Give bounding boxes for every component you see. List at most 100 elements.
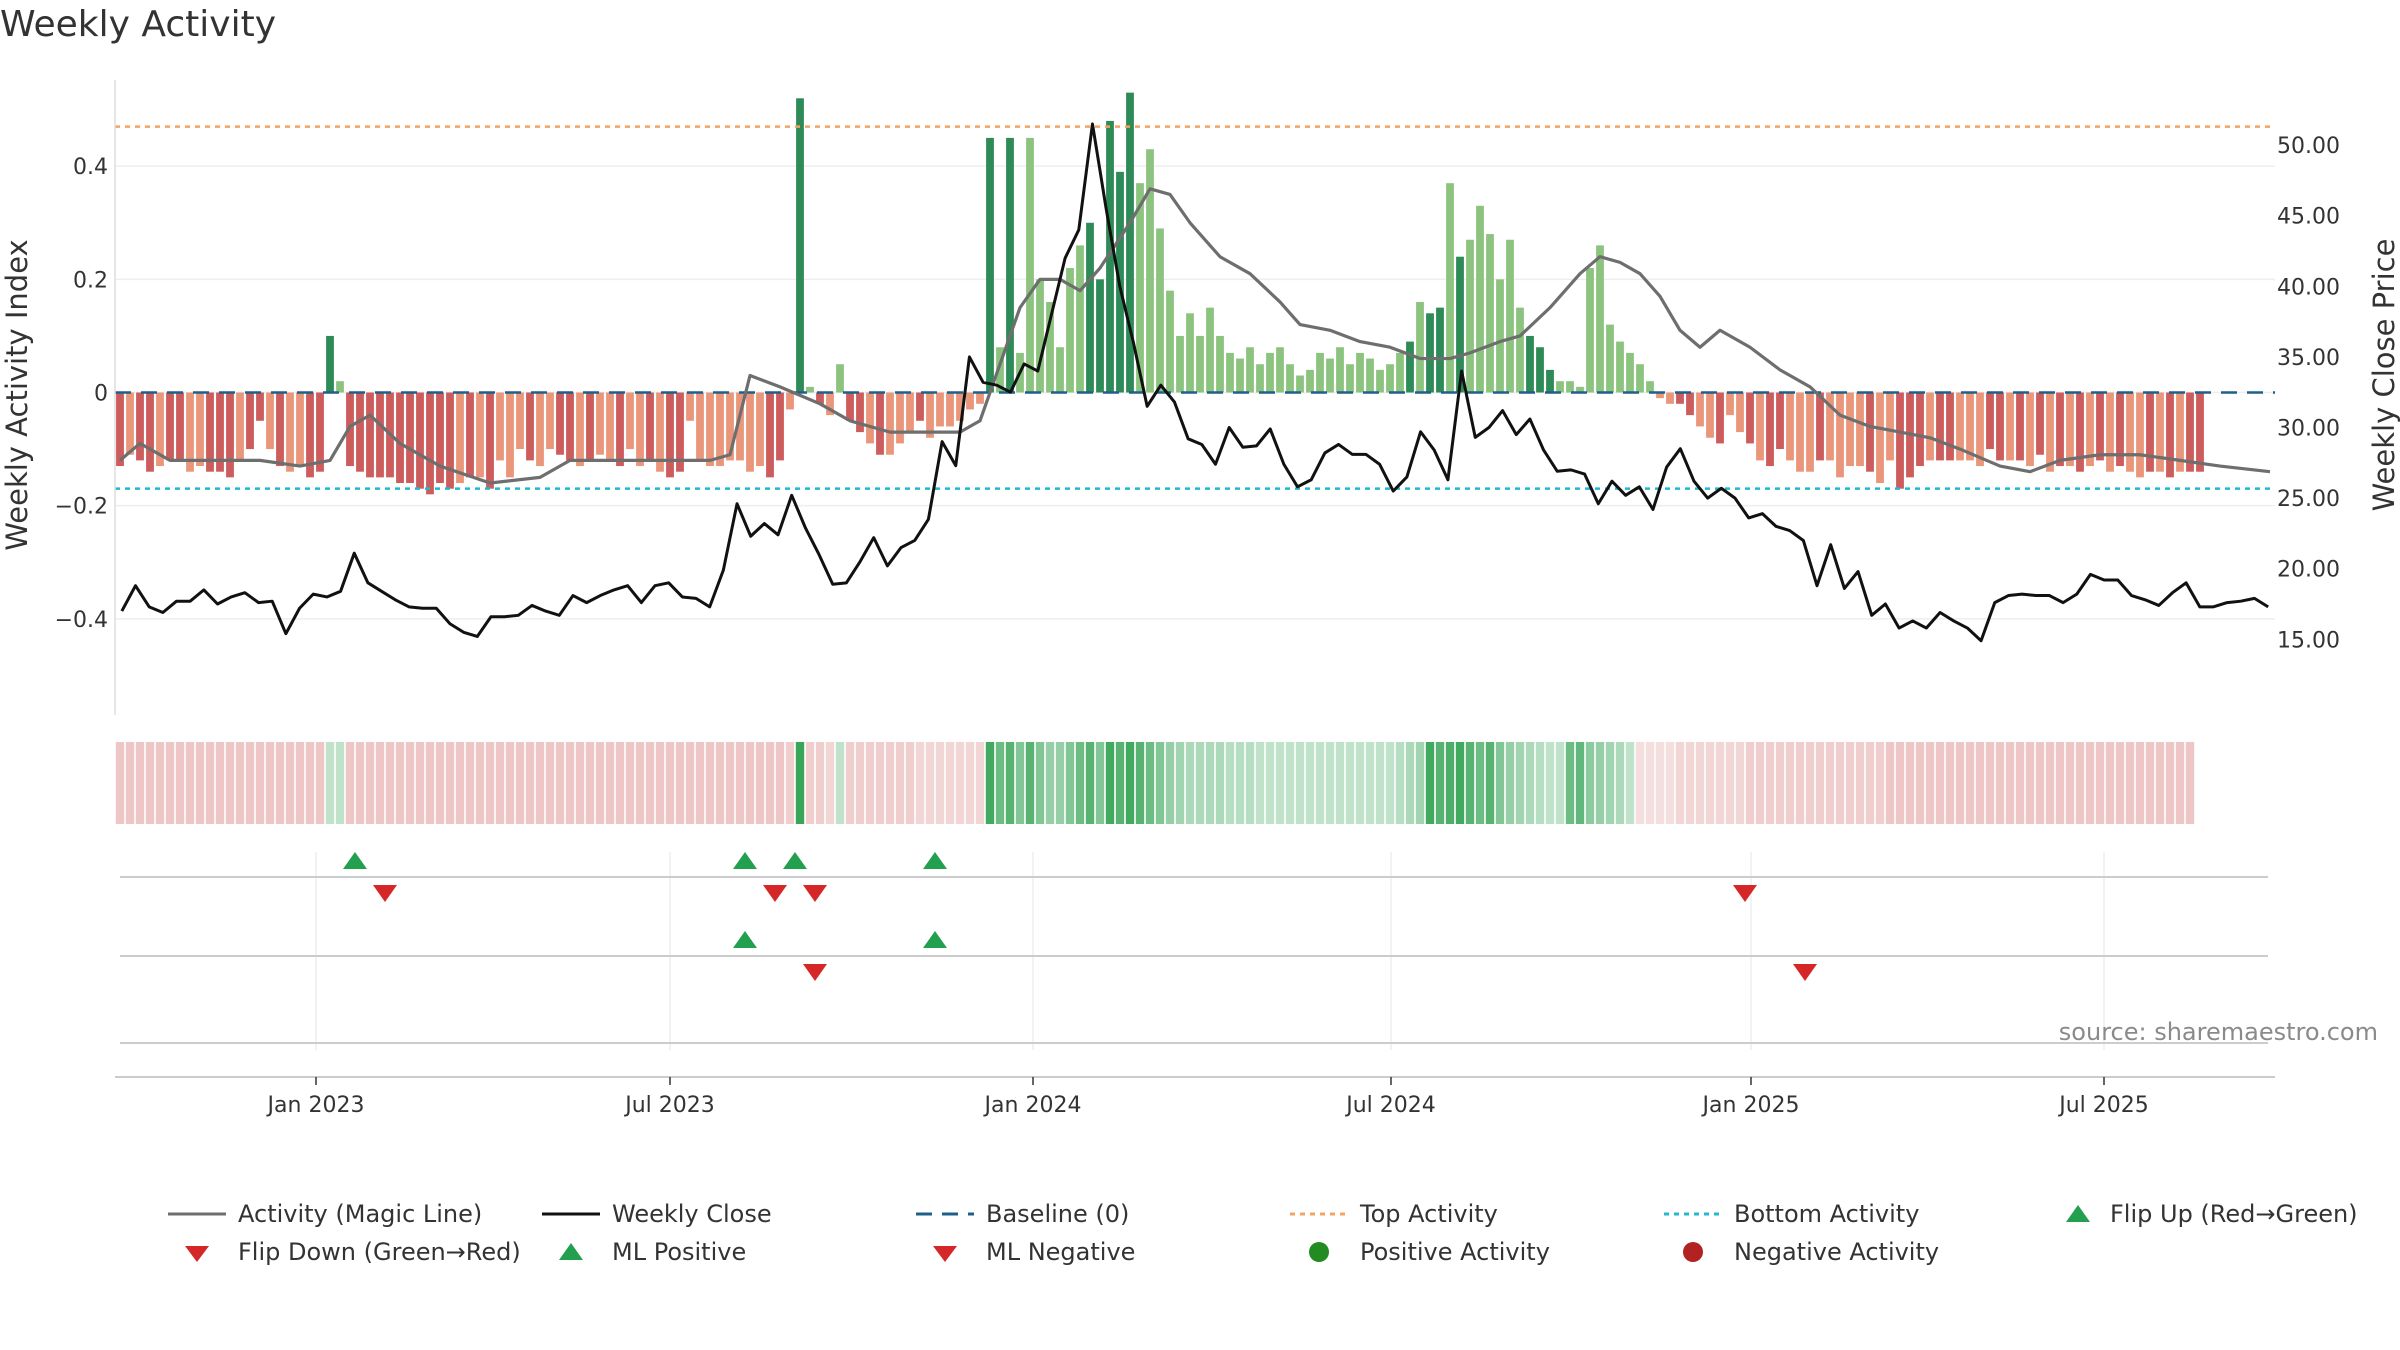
activity-bar bbox=[156, 392, 164, 467]
activity-bar bbox=[816, 392, 824, 404]
strip-cell bbox=[155, 742, 165, 824]
strip-cell bbox=[2015, 742, 2025, 824]
strip-cell bbox=[125, 742, 135, 824]
strip-cell bbox=[265, 742, 275, 824]
strip-cell bbox=[1115, 742, 1125, 824]
strip-cell bbox=[315, 742, 325, 824]
activity-bar bbox=[2136, 392, 2144, 478]
activity-bar bbox=[1146, 149, 1154, 393]
activity-bar bbox=[1046, 301, 1054, 393]
strip-cell bbox=[1165, 742, 1175, 824]
strip-cell bbox=[1695, 742, 1705, 824]
activity-bar bbox=[256, 392, 264, 421]
activity-bar bbox=[916, 392, 924, 421]
y2-tick-label: 30.00 bbox=[2277, 417, 2340, 442]
legend-label: Negative Activity bbox=[1734, 1238, 1940, 1266]
triangle-down-icon bbox=[185, 1246, 209, 1262]
activity-bar bbox=[1656, 392, 1664, 399]
activity-bar bbox=[1576, 386, 1584, 393]
strip-cell bbox=[1015, 742, 1025, 824]
strip-cell bbox=[1535, 742, 1545, 824]
strip-cell bbox=[1315, 742, 1325, 824]
activity-bar bbox=[1166, 290, 1174, 393]
strip-cell bbox=[1405, 742, 1415, 824]
activity-bar bbox=[1456, 256, 1464, 393]
strip-cell bbox=[195, 742, 205, 824]
activity-bar bbox=[1436, 307, 1444, 393]
activity-bar bbox=[1446, 183, 1454, 393]
activity-bar bbox=[1776, 392, 1784, 450]
strip-cell bbox=[525, 742, 535, 824]
strip-cell bbox=[1985, 742, 1995, 824]
activity-bar bbox=[1636, 364, 1644, 393]
strip-cell bbox=[435, 742, 445, 824]
activity-bar bbox=[1966, 392, 1974, 461]
activity-bar bbox=[656, 392, 664, 472]
activity-bar bbox=[336, 381, 344, 393]
activity-bar bbox=[1746, 392, 1754, 444]
activity-bar bbox=[1356, 352, 1364, 393]
strip-cell bbox=[1525, 742, 1535, 824]
activity-bar bbox=[2056, 392, 2064, 467]
strip-cell bbox=[1855, 742, 1865, 824]
legend-item-magic-line: Activity (Magic Line) bbox=[166, 1200, 482, 1228]
activity-bar bbox=[946, 392, 954, 427]
activity-bar bbox=[1206, 307, 1214, 393]
strip-cell bbox=[2125, 742, 2135, 824]
activity-bar bbox=[1706, 392, 1714, 438]
activity-bar bbox=[1406, 341, 1414, 393]
legend-label: Weekly Close bbox=[612, 1200, 772, 1228]
activity-bar bbox=[446, 392, 454, 489]
activity-bar bbox=[1366, 358, 1374, 393]
strip-cell bbox=[1475, 742, 1485, 824]
activity-bar bbox=[2126, 392, 2134, 472]
strip-cell bbox=[1545, 742, 1555, 824]
activity-bar bbox=[706, 392, 714, 467]
activity-bar bbox=[646, 392, 654, 461]
strip-cell bbox=[595, 742, 605, 824]
strip-cell bbox=[2105, 742, 2115, 824]
strip-cell bbox=[1785, 742, 1795, 824]
activity-bar bbox=[746, 392, 754, 472]
activity-bar bbox=[926, 392, 934, 438]
activity-bar bbox=[376, 392, 384, 478]
activity-bar bbox=[1326, 358, 1334, 393]
strip-cell bbox=[1385, 742, 1395, 824]
strip-cell bbox=[205, 742, 215, 824]
ml-positive-marker bbox=[733, 931, 757, 948]
y2-axis-title: Weekly Close Price bbox=[2367, 239, 2400, 512]
legend-label: Baseline (0) bbox=[986, 1200, 1130, 1228]
strip-cell bbox=[1395, 742, 1405, 824]
flip-up-marker bbox=[733, 852, 757, 869]
y2-tick-label: 50.00 bbox=[2277, 134, 2340, 159]
y2-tick-label: 40.00 bbox=[2277, 275, 2340, 300]
activity-bar bbox=[1376, 369, 1384, 393]
legend-label: Activity (Magic Line) bbox=[238, 1200, 483, 1228]
strip-cell bbox=[2165, 742, 2175, 824]
strip-cell bbox=[955, 742, 965, 824]
strip-cell bbox=[495, 742, 505, 824]
strip-cell bbox=[825, 742, 835, 824]
strip-cell bbox=[645, 742, 655, 824]
strip-cell bbox=[515, 742, 525, 824]
strip-cell bbox=[685, 742, 695, 824]
strip-cell bbox=[1515, 742, 1525, 824]
legend-item-top-activity: Top Activity bbox=[1288, 1200, 1498, 1228]
strip-cell bbox=[395, 742, 405, 824]
activity-bar bbox=[2096, 392, 2104, 461]
activity-bar bbox=[236, 392, 244, 461]
activity-bar bbox=[806, 386, 814, 393]
activity-bar bbox=[1236, 358, 1244, 393]
strip-cell bbox=[845, 742, 855, 824]
activity-bar bbox=[1266, 352, 1274, 393]
activity-bar bbox=[136, 392, 144, 461]
strip-cell bbox=[455, 742, 465, 824]
strip-cell bbox=[225, 742, 235, 824]
strip-cell bbox=[1505, 742, 1515, 824]
strip-cell bbox=[1765, 742, 1775, 824]
strip-cell bbox=[1195, 742, 1205, 824]
strip-cell bbox=[475, 742, 485, 824]
activity-bar bbox=[1466, 239, 1474, 393]
strip-cell bbox=[385, 742, 395, 824]
activity-bar bbox=[116, 392, 124, 467]
